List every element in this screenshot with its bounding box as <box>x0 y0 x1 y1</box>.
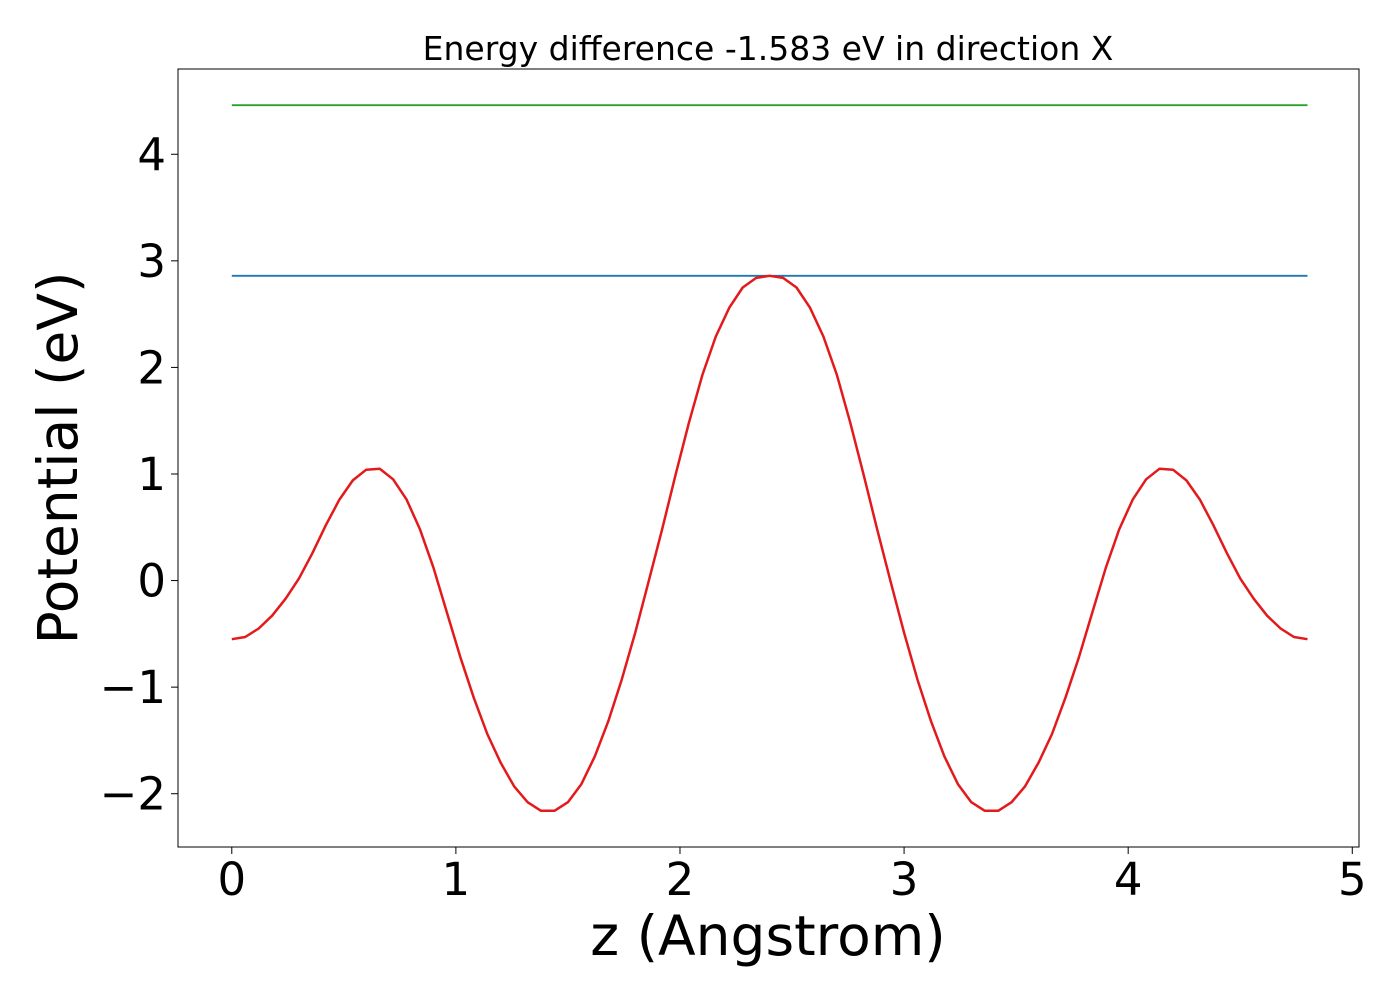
y-tick-label: 2 <box>137 341 166 394</box>
x-tick-label: 2 <box>666 853 695 906</box>
x-tick-label: 0 <box>217 853 246 906</box>
x-tick-label: 5 <box>1338 853 1367 906</box>
x-tick-label: 3 <box>890 853 919 906</box>
series-layer <box>231 104 1308 813</box>
x-tick-label: 4 <box>1114 853 1143 906</box>
plot-frame <box>177 68 1360 848</box>
y-tick-label: 3 <box>137 235 166 288</box>
chart-title: Energy difference -1.583 eV in direction… <box>423 29 1114 68</box>
y-tick-label: 1 <box>137 448 166 501</box>
series-line-3 <box>231 274 1308 813</box>
x-axis: 0 1 2 3 4 5 <box>217 847 1367 906</box>
x-tick-label: 1 <box>442 853 471 906</box>
x-axis-label: z (Angstrom) <box>590 904 946 968</box>
y-tick-label: 0 <box>137 555 166 608</box>
y-tick-label: −1 <box>100 661 166 714</box>
y-tick-label: −2 <box>100 768 166 821</box>
y-axis-label: Potential (eV) <box>26 272 90 645</box>
y-tick-label: 4 <box>137 128 166 181</box>
y-axis: −2 −1 0 1 2 3 4 <box>100 128 178 821</box>
